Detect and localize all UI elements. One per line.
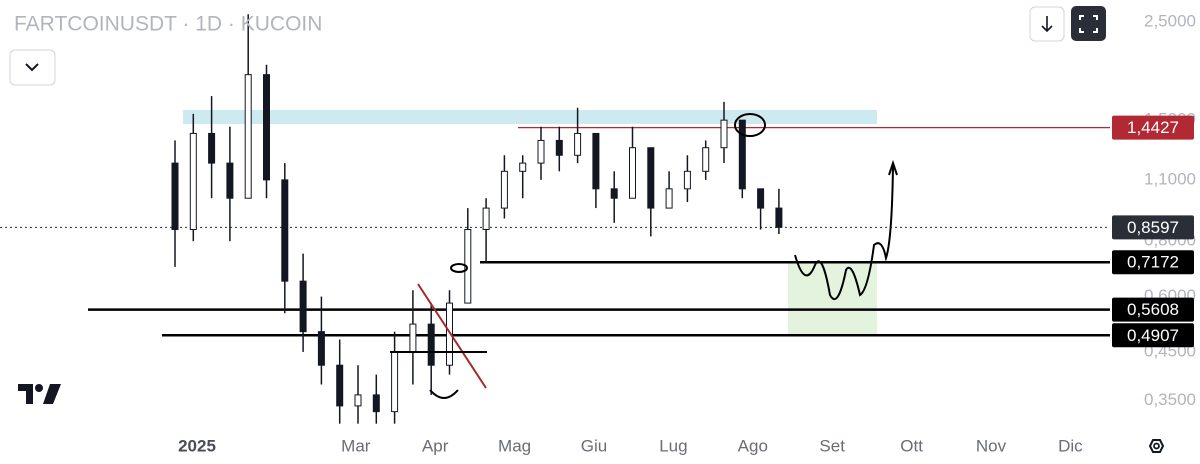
candle-body xyxy=(189,132,197,231)
x-tick-label: Mar xyxy=(341,436,371,455)
price-label: 0,8597 xyxy=(1127,218,1179,237)
y-tick-label: 0,3500 xyxy=(1144,390,1196,409)
candle-body xyxy=(281,179,289,282)
price-label-box xyxy=(1112,115,1194,140)
candle-body xyxy=(354,394,362,407)
curve-drawing xyxy=(429,389,459,399)
candle-body xyxy=(665,188,673,209)
candle-body xyxy=(244,74,252,199)
candle-body xyxy=(738,119,746,190)
candle-body xyxy=(610,188,618,199)
time-axis: 2025 Mar Apr Mag Giu Lug Ago Set Ott Nov Dic xyxy=(178,436,1083,455)
candle-body xyxy=(208,132,216,164)
candle-body xyxy=(482,207,490,231)
x-tick-label: Nov xyxy=(976,436,1007,455)
download-button[interactable] xyxy=(1029,6,1065,42)
settings-button[interactable] xyxy=(1148,439,1165,453)
candle-body xyxy=(720,119,728,149)
x-tick-label: Ott xyxy=(900,436,923,455)
candle-body xyxy=(226,162,234,199)
candle-body xyxy=(592,132,600,190)
arrow-head xyxy=(888,159,898,176)
candle-body xyxy=(500,170,508,209)
x-tick-label: Mag xyxy=(498,436,531,455)
candle-body xyxy=(757,188,765,209)
candle-body xyxy=(574,132,582,156)
candle-body xyxy=(336,364,344,407)
levels xyxy=(0,127,1110,337)
candles xyxy=(171,14,783,424)
price-label: 0,7172 xyxy=(1127,253,1179,272)
resistance-zone xyxy=(183,110,877,124)
price-label: 0,5608 xyxy=(1127,300,1179,319)
price-label: 1,4427 xyxy=(1127,118,1179,137)
candle-body xyxy=(702,147,710,172)
price-label-box xyxy=(1112,323,1194,348)
x-tick-label: Lug xyxy=(659,436,687,455)
projection-drawing xyxy=(794,164,894,301)
x-tick-label: Dic xyxy=(1058,436,1083,455)
price-labels: 1,4427 0,8597 0,7172 0,5608 0,4907 xyxy=(1112,115,1194,348)
fullscreen-button[interactable] xyxy=(1071,6,1106,41)
collapse-button[interactable] xyxy=(9,49,56,86)
x-tick-label: 2025 xyxy=(178,436,216,455)
x-tick-label: Giu xyxy=(581,436,607,455)
circle-drawing xyxy=(734,113,766,137)
candle-body xyxy=(775,207,783,228)
candle-body xyxy=(446,302,453,366)
price-label-box xyxy=(1112,215,1194,240)
y-tick-label: 2,5000 xyxy=(1144,11,1196,30)
candle-body xyxy=(263,74,270,181)
drawings xyxy=(390,113,898,399)
candle-body xyxy=(372,394,380,413)
candle-body xyxy=(409,323,417,353)
price-label-box xyxy=(1112,297,1194,322)
price-axis: 2,50001,50001,10000,80000,60000,45000,35… xyxy=(1144,11,1196,409)
trendline-drawing xyxy=(417,283,487,389)
price-label-box xyxy=(1112,250,1194,275)
candle-body xyxy=(647,147,655,209)
price-label: 0,4907 xyxy=(1127,326,1179,345)
x-tick-label: Ago xyxy=(738,436,768,455)
candle-body xyxy=(629,147,636,199)
candle-body xyxy=(537,139,545,164)
tradingview-logo xyxy=(18,384,61,404)
candle-body xyxy=(683,170,691,190)
candle-body xyxy=(391,351,399,413)
candle-body xyxy=(171,162,179,231)
candle-body xyxy=(317,331,325,366)
chart-title: FARTCOINUSDT · 1D · KUCOIN xyxy=(14,13,322,36)
y-tick-label: 1,1000 xyxy=(1144,169,1196,188)
x-tick-label: Apr xyxy=(422,436,449,455)
x-tick-label: Set xyxy=(819,436,845,455)
circle-drawing xyxy=(450,263,468,273)
candle-body xyxy=(299,280,307,333)
candle-body xyxy=(555,139,563,156)
candle-body xyxy=(427,323,435,366)
candle-body xyxy=(519,162,527,172)
